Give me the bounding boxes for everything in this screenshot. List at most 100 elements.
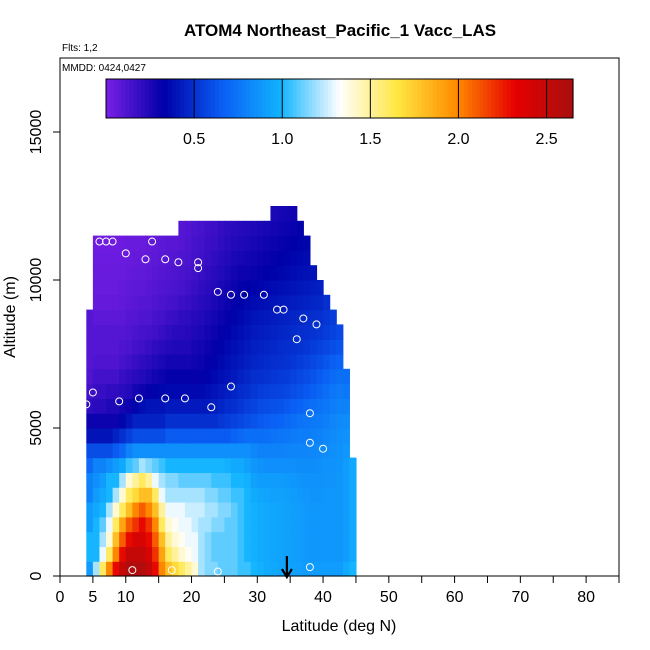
heatmap-cell bbox=[145, 354, 153, 370]
heatmap-cell bbox=[224, 413, 232, 429]
heatmap-cell bbox=[257, 294, 265, 311]
heatmap-cell bbox=[336, 442, 344, 459]
colorbar-segment bbox=[199, 79, 204, 118]
heatmap-cell bbox=[204, 309, 212, 325]
heatmap-cell bbox=[309, 324, 318, 340]
observation-point bbox=[213, 287, 222, 296]
heatmap-cell bbox=[138, 428, 147, 444]
heatmap-cell bbox=[296, 220, 304, 237]
colorbar-segment bbox=[444, 79, 450, 118]
colorbar-segment bbox=[117, 79, 123, 118]
heatmap-cell bbox=[303, 250, 311, 266]
colorbar-segment bbox=[421, 79, 426, 118]
heatmap-cell bbox=[198, 235, 206, 251]
heatmap-cell bbox=[316, 457, 324, 473]
heatmap-cell bbox=[270, 250, 278, 266]
heatmap-cell bbox=[316, 383, 324, 399]
heatmap-cell bbox=[86, 339, 94, 355]
heatmap-cell bbox=[270, 206, 278, 222]
heatmap-cell bbox=[257, 324, 265, 340]
heatmap-cell bbox=[283, 472, 291, 488]
x-tick-label: 80 bbox=[577, 589, 595, 606]
heatmap-cell bbox=[309, 265, 318, 281]
colorbar-segment bbox=[164, 79, 169, 118]
heatmap-cell bbox=[204, 368, 212, 385]
heatmap-cell bbox=[86, 442, 94, 459]
observation-point bbox=[312, 320, 321, 329]
heatmap-cell bbox=[296, 383, 304, 399]
heatmap-cell bbox=[112, 516, 120, 533]
heatmap-cell bbox=[244, 561, 252, 577]
heatmap-cell bbox=[329, 561, 337, 577]
heatmap-cell bbox=[145, 442, 153, 459]
colorbar-segment bbox=[351, 79, 356, 118]
y-axis: 0 5000 10000 15000 bbox=[28, 110, 60, 580]
heatmap-cell bbox=[309, 280, 318, 296]
heatmap-cell bbox=[342, 561, 350, 577]
heatmap-cell bbox=[191, 546, 199, 562]
arrow-head bbox=[280, 568, 293, 580]
heatmap-cell bbox=[270, 516, 278, 533]
heatmap-cell bbox=[204, 531, 212, 547]
heatmap-cell bbox=[145, 383, 153, 399]
heatmap-cell bbox=[336, 398, 344, 414]
heatmap-cell bbox=[198, 428, 206, 444]
heatmap-cell bbox=[132, 368, 140, 385]
colorbar-segment bbox=[397, 79, 403, 118]
heatmap-cell bbox=[99, 294, 107, 311]
heatmap-cell bbox=[263, 428, 272, 444]
heatmap-cell bbox=[263, 339, 272, 355]
heatmap-cell bbox=[125, 368, 133, 385]
heatmap-cell bbox=[290, 413, 298, 429]
heatmap-cell bbox=[191, 428, 199, 444]
heatmap-cell bbox=[217, 368, 226, 385]
heatmap-cell bbox=[283, 531, 291, 547]
heatmap-cell bbox=[92, 531, 101, 547]
heatmap-cell bbox=[92, 339, 101, 355]
heatmap-cell bbox=[329, 442, 337, 459]
colorbar-segment bbox=[358, 79, 364, 118]
heatmap-cell bbox=[92, 280, 101, 296]
heatmap-cell bbox=[217, 339, 226, 355]
heatmap-cell bbox=[270, 442, 278, 459]
heatmap-cell bbox=[211, 531, 219, 547]
heatmap-cell bbox=[290, 206, 298, 222]
heatmap-cell bbox=[230, 561, 239, 577]
heatmap-cell bbox=[191, 294, 199, 311]
heatmap-cell bbox=[277, 428, 285, 444]
observation-point bbox=[292, 335, 301, 344]
heatmap-cell bbox=[277, 516, 285, 533]
heatmap-cell bbox=[303, 339, 311, 355]
colorbar-frame bbox=[105, 78, 574, 119]
colorbar-segment bbox=[269, 79, 274, 118]
heatmap-cell bbox=[263, 487, 272, 503]
heatmap-cell bbox=[283, 502, 291, 518]
heatmap-cell bbox=[323, 546, 331, 562]
heatmap-cell bbox=[263, 383, 272, 399]
heatmap-cell bbox=[132, 472, 140, 488]
heatmap-cell bbox=[277, 413, 285, 429]
colorbar-tick-label: 2.0 bbox=[447, 131, 469, 148]
heatmap-cell bbox=[106, 280, 114, 296]
observation-point bbox=[259, 290, 268, 299]
heatmap-cell bbox=[277, 531, 285, 547]
heatmap-cell bbox=[158, 428, 166, 444]
heatmap-cell bbox=[303, 280, 311, 296]
heatmap-cell bbox=[191, 487, 199, 503]
heatmap-cell bbox=[92, 561, 101, 577]
heatmap-cell bbox=[119, 531, 127, 547]
heatmap-cell bbox=[211, 280, 219, 296]
heatmap-cell bbox=[296, 250, 304, 266]
heatmap-cell bbox=[237, 457, 245, 473]
heatmap-cell bbox=[296, 294, 304, 311]
heatmap-cell bbox=[250, 561, 258, 577]
heatmap-cell bbox=[217, 531, 226, 547]
colorbar-segment bbox=[487, 79, 492, 118]
heatmap-cell bbox=[211, 235, 219, 251]
heatmap-cell bbox=[250, 354, 258, 370]
heatmap-cell bbox=[303, 516, 311, 533]
colorbar-segment bbox=[545, 79, 551, 118]
heatmap-cell bbox=[277, 561, 285, 577]
heatmap-cell bbox=[204, 472, 212, 488]
